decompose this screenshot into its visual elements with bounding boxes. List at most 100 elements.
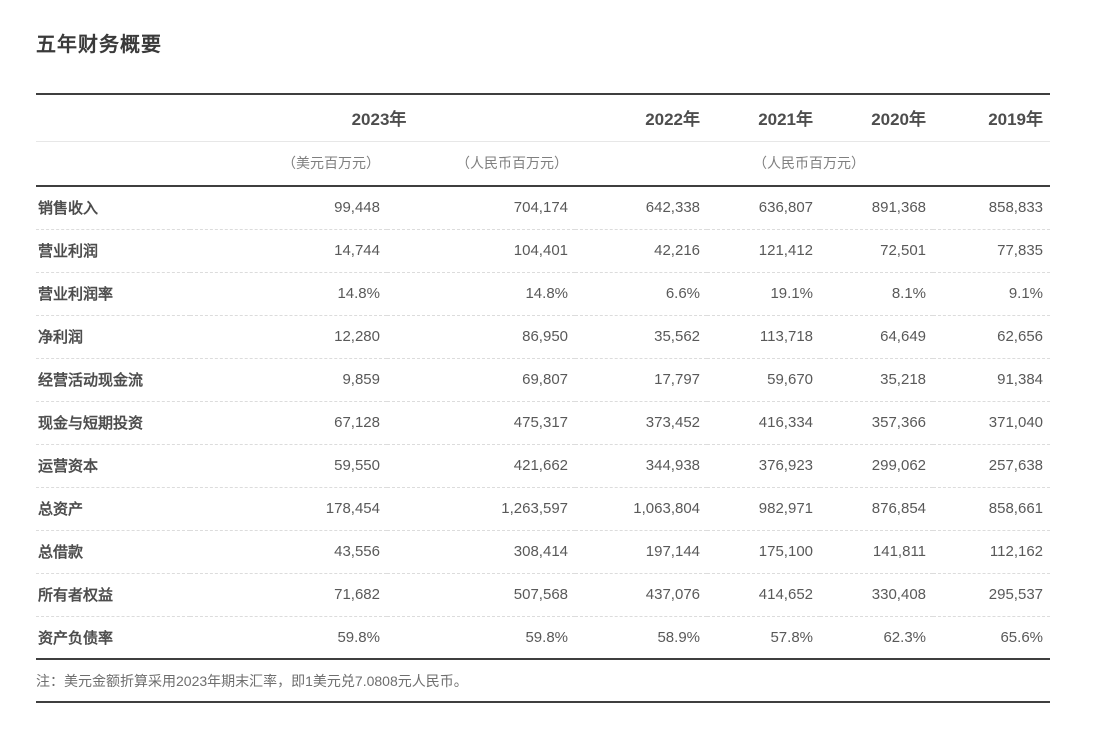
cell-value: 373,452 bbox=[575, 400, 708, 444]
year-header-2021: 2021年 bbox=[707, 94, 821, 142]
cell-value: 12,280 bbox=[190, 314, 387, 358]
cell-value: 344,938 bbox=[575, 443, 708, 487]
cell-value: 1,263,597 bbox=[387, 486, 576, 530]
cell-value: 371,040 bbox=[933, 400, 1051, 444]
cell-value: 59,670 bbox=[707, 357, 821, 401]
cell-value: 86,950 bbox=[387, 314, 576, 358]
table-row: 销售收入 99,448 704,174 642,338 636,807 891,… bbox=[36, 186, 1050, 229]
cell-value: 99,448 bbox=[334, 199, 380, 217]
year-header-2019: 2019年 bbox=[933, 94, 1051, 142]
cell-value: 121,412 bbox=[707, 228, 821, 272]
cell-value: 636,807 bbox=[758, 199, 814, 217]
table-row: 经营活动现金流 9,859 69,807 17,797 59,670 35,21… bbox=[36, 357, 1051, 401]
year-header-2023: 2023年 bbox=[190, 94, 576, 142]
corner-cell bbox=[36, 141, 190, 187]
cell-value: 57.8% bbox=[707, 615, 821, 660]
cell-value: 64,649 bbox=[820, 314, 934, 358]
cell-value: 113,718 bbox=[707, 314, 821, 358]
cell-value: 112,162 bbox=[933, 529, 1051, 573]
cell-value: 376,923 bbox=[707, 443, 821, 487]
cell-value: 9,859 bbox=[190, 357, 387, 401]
cell-value: 91,384 bbox=[933, 357, 1051, 401]
year-header-2022: 2022年 bbox=[575, 94, 708, 142]
cell-value: 8.1% bbox=[820, 271, 934, 315]
cell-value: 257,638 bbox=[933, 443, 1051, 487]
cell-value: 416,334 bbox=[707, 400, 821, 444]
row-label: 总借款 bbox=[36, 529, 190, 573]
year-header-2020: 2020年 bbox=[820, 94, 934, 142]
cell-value: 58.9% bbox=[575, 615, 708, 660]
cell-value: 71,682 bbox=[190, 572, 387, 616]
table-row: 总资产 178,454 1,263,597 1,063,804 982,971 … bbox=[36, 486, 1051, 530]
row-label: 经营活动现金流 bbox=[36, 357, 190, 401]
cell-value: 42,216 bbox=[575, 228, 708, 272]
footnote: 注：美元金额折算采用2023年期末汇率，即1美元兑7.0808元人民币。 bbox=[36, 660, 1050, 703]
table-row: 运营资本 59,550 421,662 344,938 376,923 299,… bbox=[36, 443, 1051, 487]
row-label: 营业利润 bbox=[36, 228, 190, 272]
cell-value: 59.8% bbox=[190, 615, 387, 660]
cell-value: 197,144 bbox=[575, 529, 708, 573]
cell-value: 6.6% bbox=[575, 271, 708, 315]
cell-value: 77,835 bbox=[933, 228, 1051, 272]
cell-value: 175,100 bbox=[707, 529, 821, 573]
cell-value: 891,368 bbox=[871, 199, 927, 217]
table-row: 总借款 43,556 308,414 197,144 175,100 141,8… bbox=[36, 529, 1051, 573]
cell-value: 982,971 bbox=[707, 486, 821, 530]
cell-value: 14.8% bbox=[190, 271, 387, 315]
cell-value: 414,652 bbox=[707, 572, 821, 616]
cell-value: 59,550 bbox=[190, 443, 387, 487]
cell-value: 72,501 bbox=[820, 228, 934, 272]
cell-value: 62.3% bbox=[820, 615, 934, 660]
row-label: 净利润 bbox=[36, 314, 190, 358]
cell-value: 642,338 bbox=[645, 199, 701, 217]
cell-value: 308,414 bbox=[387, 529, 576, 573]
cell-value: 141,811 bbox=[820, 529, 934, 573]
cell-value: 421,662 bbox=[387, 443, 576, 487]
cell-value: 65.6% bbox=[933, 615, 1051, 660]
unit-header-rmb-right: （人民币百万元） bbox=[575, 141, 1051, 187]
cell-value: 35,218 bbox=[820, 357, 934, 401]
row-label: 运营资本 bbox=[36, 443, 190, 487]
cell-value: 69,807 bbox=[387, 357, 576, 401]
cell-value: 14.8% bbox=[387, 271, 576, 315]
unit-header-row: （美元百万元） （人民币百万元） （人民币百万元） bbox=[36, 141, 1051, 187]
cell-value: 330,408 bbox=[820, 572, 934, 616]
cell-value: 9.1% bbox=[933, 271, 1051, 315]
row-label: 总资产 bbox=[36, 486, 190, 530]
cell-value: 178,454 bbox=[190, 486, 387, 530]
cell-value: 858,661 bbox=[933, 486, 1051, 530]
table-row: 营业利润 14,744 104,401 42,216 121,412 72,50… bbox=[36, 228, 1051, 272]
row-label: 营业利润率 bbox=[36, 271, 190, 315]
cell-value: 357,366 bbox=[820, 400, 934, 444]
row-label: 现金与短期投资 bbox=[36, 400, 190, 444]
table-row: 资产负债率 59.8% 59.8% 58.9% 57.8% 62.3% 65.6… bbox=[36, 615, 1051, 660]
cell-value: 62,656 bbox=[933, 314, 1051, 358]
cell-value: 35,562 bbox=[575, 314, 708, 358]
corner-cell bbox=[36, 94, 190, 142]
financial-table: 2023年 2022年 2021年 2020年 2019年 （美元百万元） （人… bbox=[36, 93, 1051, 660]
table-row: 营业利润率 14.8% 14.8% 6.6% 19.1% 8.1% 9.1% bbox=[36, 271, 1051, 315]
cell-value: 14,744 bbox=[190, 228, 387, 272]
cell-value: 67,128 bbox=[190, 400, 387, 444]
cell-value: 876,854 bbox=[820, 486, 934, 530]
cell-value: 475,317 bbox=[387, 400, 576, 444]
table-header: 2023年 2022年 2021年 2020年 2019年 （美元百万元） （人… bbox=[36, 94, 1051, 187]
unit-header-usd-2023: （美元百万元） bbox=[190, 141, 387, 187]
cell-value: 19.1% bbox=[707, 271, 821, 315]
cell-value: 1,063,804 bbox=[575, 486, 708, 530]
cell-value: 17,797 bbox=[575, 357, 708, 401]
cell-value: 507,568 bbox=[387, 572, 576, 616]
row-label: 资产负债率 bbox=[36, 615, 190, 660]
row-label: 销售收入 bbox=[38, 200, 99, 218]
row-label: 所有者权益 bbox=[36, 572, 190, 616]
page-title: 五年财务概要 bbox=[36, 34, 162, 56]
table-row: 所有者权益 71,682 507,568 437,076 414,652 330… bbox=[36, 572, 1051, 616]
cell-value: 104,401 bbox=[387, 228, 576, 272]
table-row: 净利润 12,280 86,950 35,562 113,718 64,649 … bbox=[36, 314, 1051, 358]
cell-value: 858,833 bbox=[988, 199, 1044, 217]
table-row: 现金与短期投资 67,128 475,317 373,452 416,334 3… bbox=[36, 400, 1051, 444]
cell-value: 295,537 bbox=[933, 572, 1051, 616]
cell-value: 437,076 bbox=[575, 572, 708, 616]
cell-value: 43,556 bbox=[190, 529, 387, 573]
